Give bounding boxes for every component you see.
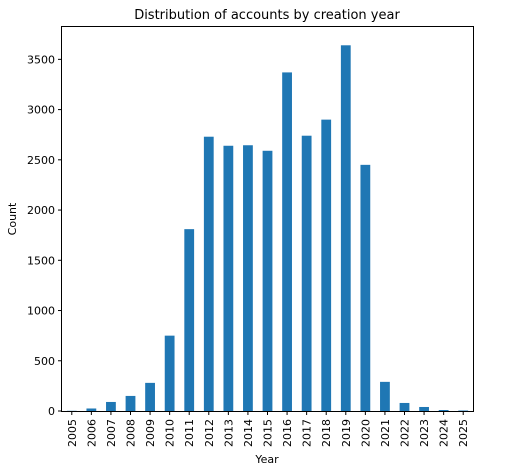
bar-2019 <box>340 45 351 411</box>
y-tick-label: 2500 <box>27 154 55 167</box>
x-tick-label-2021: 2021 <box>379 419 392 447</box>
y-axis: 0 500 1000 1500 2000 2500 3000 3500 <box>27 53 62 418</box>
bar-2015 <box>262 150 273 411</box>
x-tick-label-2007: 2007 <box>105 419 118 447</box>
y-tick-label: 3000 <box>27 104 55 117</box>
bar-2010 <box>164 335 175 411</box>
x-tick-label-2005: 2005 <box>66 419 79 447</box>
bar-2017 <box>301 135 312 411</box>
bar-2013 <box>223 145 234 411</box>
x-tick-label-2014: 2014 <box>242 419 255 447</box>
bar-2012 <box>203 136 214 411</box>
bar-2016 <box>282 72 292 411</box>
y-tick-label: 3500 <box>27 53 55 66</box>
x-tick-label-2023: 2023 <box>418 419 431 447</box>
x-axis: 2005 2006 2007 2008 2009 2010 2011 2012 2013 2014… <box>66 411 470 447</box>
y-tick-label: 2000 <box>27 204 55 217</box>
bar-2014 <box>243 145 253 411</box>
y-tick-label: 1500 <box>27 254 55 267</box>
x-tick-label-2013: 2013 <box>222 419 235 447</box>
bar-2007 <box>106 401 116 411</box>
bar-2011 <box>184 229 195 411</box>
x-tick-label-2010: 2010 <box>164 419 177 447</box>
x-tick-label-2012: 2012 <box>203 419 216 447</box>
bar-2021 <box>380 381 390 411</box>
y-tick-label: 1000 <box>27 305 55 318</box>
x-tick-label-2009: 2009 <box>144 419 157 447</box>
x-tick-label-2011: 2011 <box>183 419 196 447</box>
bar-2008 <box>125 395 136 411</box>
y-tick-label: 500 <box>34 355 55 368</box>
x-tick-label-2020: 2020 <box>359 419 372 447</box>
x-tick-label-2022: 2022 <box>399 419 412 447</box>
x-tick-label-2008: 2008 <box>125 419 138 447</box>
y-tick-label: 0 <box>48 405 55 418</box>
x-tick-label-2006: 2006 <box>85 419 98 447</box>
bar-2006 <box>86 408 97 411</box>
bar-2018 <box>321 119 332 411</box>
bar-2009 <box>145 382 155 411</box>
chart-title: Distribution of accounts by creation yea… <box>134 8 400 23</box>
bar-2025 <box>458 410 469 411</box>
x-tick-label-2019: 2019 <box>340 419 353 447</box>
x-tick-label-2024: 2024 <box>438 419 451 447</box>
x-tick-label-2018: 2018 <box>320 419 333 447</box>
x-tick-label-2017: 2017 <box>301 419 314 447</box>
x-axis-label: Year <box>254 453 279 466</box>
bar-2023 <box>419 406 429 411</box>
bar-2022 <box>399 402 410 411</box>
x-tick-label-2015: 2015 <box>262 419 275 447</box>
bar-2024 <box>438 410 449 411</box>
bars-group <box>66 45 469 411</box>
y-axis-label: Count <box>6 202 19 235</box>
x-tick-label-2016: 2016 <box>281 419 294 447</box>
bar-2020 <box>360 164 371 411</box>
x-tick-label-2025: 2025 <box>457 419 470 447</box>
